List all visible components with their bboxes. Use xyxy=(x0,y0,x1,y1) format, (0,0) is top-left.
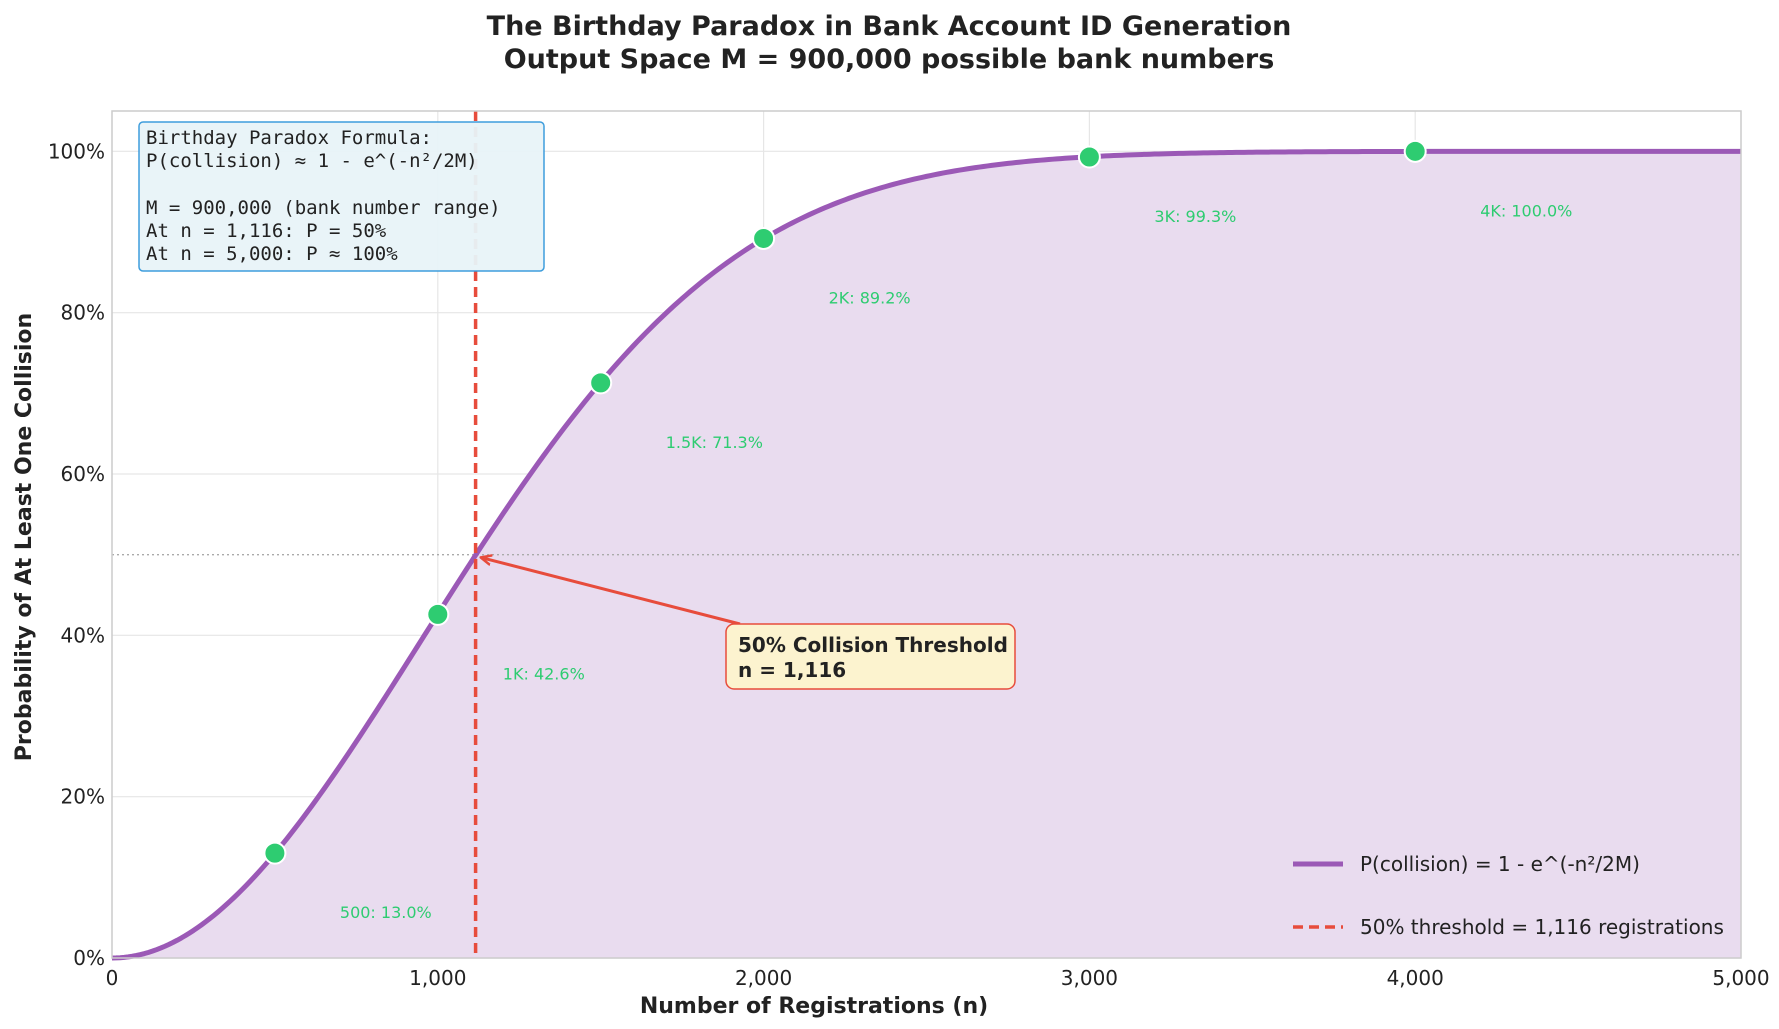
x-tick-label: 2,000 xyxy=(735,966,792,990)
highlight-point-label: 1K: 42.6% xyxy=(503,664,585,683)
annotation-line-2: n = 1,116 xyxy=(738,658,846,682)
y-tick-label: 100% xyxy=(48,139,105,163)
x-axis-label: Number of Registrations (n) xyxy=(640,994,988,1019)
plot-frame xyxy=(111,110,1742,959)
highlight-point xyxy=(1403,139,1427,163)
formula-line-1: Birthday Paradox Formula: xyxy=(146,127,432,149)
highlight-point xyxy=(426,602,450,626)
x-tick-label: 3,000 xyxy=(1061,966,1118,990)
highlight-point-labels: 500: 13.0% 1K: 42.6% 1.5K: 71.3% 2K: 89.2% 3… xyxy=(340,201,1572,922)
threshold-annotation: 50% Collision Threshold n = 1,116 xyxy=(482,558,1016,690)
legend-curve-label: P(collision) = 1 - e^(-n²/2M) xyxy=(1360,852,1640,876)
x-axis-ticks: 0 1,000 2,000 3,000 4,000 5,000 xyxy=(106,966,1770,990)
highlight-point xyxy=(263,841,287,865)
probability-curve xyxy=(111,148,1741,961)
y-axis-label: Probability of At Least One Collision xyxy=(12,313,37,761)
x-tick-label: 1,000 xyxy=(409,966,466,990)
y-tick-label: 20% xyxy=(61,785,105,809)
formula-box-background xyxy=(138,121,545,272)
legend-threshold-label: 50% threshold = 1,116 registrations xyxy=(1360,915,1724,939)
legend: P(collision) = 1 - e^(-n²/2M) 50% thresh… xyxy=(1293,852,1724,939)
highlight-point-label: 2K: 89.2% xyxy=(829,288,911,307)
highlight-point xyxy=(589,371,613,395)
highlight-point-label: 4K: 100.0% xyxy=(1480,201,1572,220)
highlight-points xyxy=(263,139,1427,865)
annotation-arrow xyxy=(482,558,741,626)
formula-line-4: M = 900,000 (bank number range) xyxy=(146,197,501,219)
chart-title: The Birthday Paradox in Bank Account ID … xyxy=(487,11,1292,42)
highlight-point-label: 3K: 99.3% xyxy=(1154,207,1236,226)
highlight-point xyxy=(752,226,776,250)
annotation-line-1: 50% Collision Threshold xyxy=(738,633,1008,657)
formula-box: Birthday Paradox Formula: P(collision) ≈… xyxy=(138,121,545,272)
y-tick-label: 80% xyxy=(61,301,105,325)
x-tick-label: 5,000 xyxy=(1712,966,1769,990)
x-tick-label: 0 xyxy=(106,966,119,990)
formula-line-5: At n = 1,116: P = 50% xyxy=(146,220,387,242)
formula-line-6: At n = 5,000: P ≈ 100% xyxy=(146,243,398,265)
highlight-point xyxy=(1077,145,1101,169)
probability-area-fill xyxy=(112,151,1741,958)
chart-subtitle: Output Space M = 900,000 possible bank n… xyxy=(504,44,1275,75)
y-tick-label: 40% xyxy=(61,623,105,647)
y-tick-label: 60% xyxy=(61,462,105,486)
highlight-point-label: 500: 13.0% xyxy=(340,903,432,922)
formula-line-2: P(collision) ≈ 1 - e^(-n²/2M) xyxy=(146,150,478,172)
y-tick-label: 0% xyxy=(73,946,105,970)
highlight-point-label: 1.5K: 71.3% xyxy=(666,433,763,452)
x-tick-label: 4,000 xyxy=(1387,966,1444,990)
annotation-box xyxy=(725,623,1016,690)
y-axis-ticks: 0% 20% 40% 60% 80% 100% xyxy=(48,139,105,970)
